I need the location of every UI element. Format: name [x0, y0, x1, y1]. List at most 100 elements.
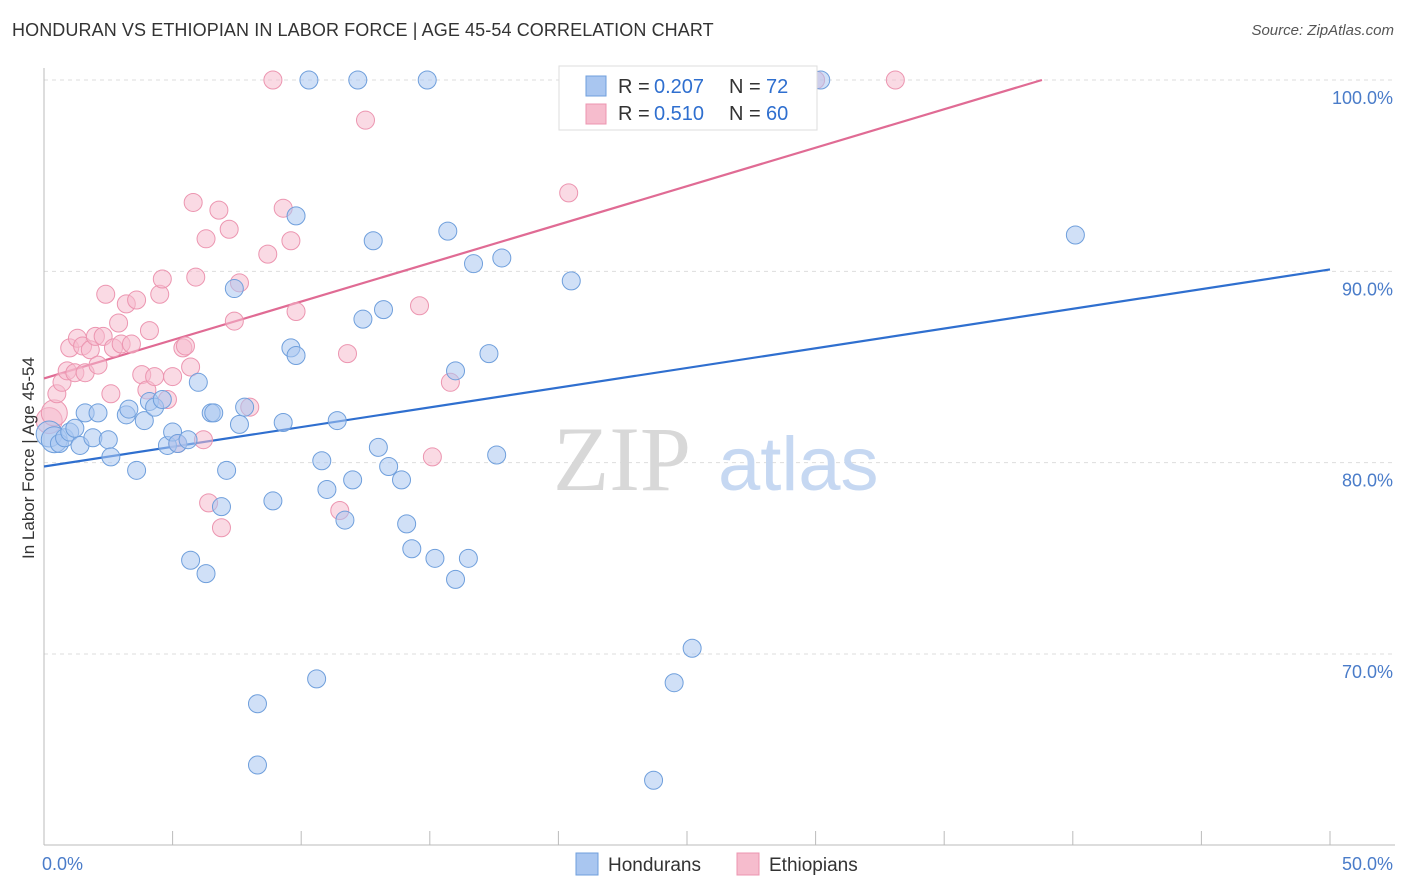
- ethiopians-trend-line: [43, 78, 1043, 380]
- hondurans-point-52: [379, 456, 399, 476]
- ethiopians-point-42: [224, 311, 244, 331]
- chart-title: HONDURAN VS ETHIOPIAN IN LABOR FORCE | A…: [12, 20, 714, 40]
- bottom-legend: Hondurans Ethiopians: [575, 852, 858, 876]
- ethiopians-point-32: [175, 336, 195, 356]
- hondurans-point-50: [368, 437, 388, 457]
- bottom-legend-swatch-ethiopians: [736, 852, 760, 876]
- hondurans-point-30: [224, 279, 244, 299]
- hondurans-point-32: [235, 397, 255, 417]
- hondurans-point-18: [152, 390, 172, 410]
- y-axis-title: In Labor Force | Age 45-54: [19, 357, 38, 559]
- stats-legend-r-value-ethiopians: 0.510: [654, 103, 704, 125]
- hondurans-point-13: [119, 399, 139, 419]
- hondurans-point-64: [487, 445, 507, 465]
- hondurans-point-58: [438, 221, 458, 241]
- hondurans-point-61: [458, 548, 478, 568]
- y-tick-label-90: 90.0%: [1342, 279, 1393, 299]
- hondurans-point-69: [682, 638, 702, 658]
- y-tick-label-100: 100.0%: [1332, 88, 1393, 108]
- hondurans-point-59: [446, 361, 466, 381]
- stats-legend-r-label-hondurans: R =: [618, 76, 650, 98]
- stats-legend-n-label-ethiopians: N =: [729, 103, 761, 125]
- hondurans-point-47: [348, 70, 368, 90]
- ethiopians-point-35: [186, 267, 206, 287]
- ethiopians-point-53: [410, 296, 430, 316]
- ethiopians-point-54: [422, 447, 442, 467]
- ethiopians-point-40: [211, 518, 231, 538]
- hondurans-point-35: [263, 491, 283, 511]
- ethiopians-point-51: [337, 344, 357, 364]
- ethiopians-point-39: [209, 200, 229, 220]
- ethiopians-point-45: [258, 244, 278, 264]
- hondurans-point-56: [417, 70, 437, 90]
- ethiopians-point-41: [219, 219, 239, 239]
- ethiopians-point-49: [286, 302, 306, 322]
- hondurans-point-51: [374, 300, 394, 320]
- hondurans-point-10: [98, 430, 118, 450]
- hondurans-point-33: [247, 694, 267, 714]
- stats-legend-n-value-ethiopians: 60: [766, 103, 788, 125]
- stats-legend: R = 0.207 N = 72 R = 0.510 N = 60: [558, 65, 818, 131]
- hondurans-point-48: [353, 309, 373, 329]
- stats-legend-swatch-hondurans: [585, 75, 607, 97]
- tick-labels: 70.0% 80.0% 90.0% 100.0% 0.0% 50.0%: [42, 88, 1393, 874]
- ethiopians-point-29: [163, 367, 183, 387]
- hondurans-point-24: [188, 372, 208, 392]
- hondurans-point-39: [286, 206, 306, 226]
- ethiopians-point-33: [181, 357, 201, 377]
- ethiopians-point-48: [281, 231, 301, 251]
- hondurans-point-66: [561, 271, 581, 291]
- stats-legend-r-label-ethiopians: R =: [618, 103, 650, 125]
- ethiopians-point-46: [263, 70, 283, 90]
- hondurans-point-14: [127, 460, 147, 480]
- hondurans-point-44: [327, 411, 347, 431]
- stats-legend-n-value-hondurans: 72: [766, 76, 788, 98]
- hondurans-point-23: [181, 550, 201, 570]
- hondurans-point-53: [392, 470, 412, 490]
- hondurans-point-5: [65, 418, 85, 438]
- hondurans-point-38: [286, 346, 306, 366]
- hondurans-point-43: [317, 479, 337, 499]
- ethiopians-point-14: [96, 284, 116, 304]
- hondurans-point-28: [211, 497, 231, 517]
- hondurans-point-55: [402, 539, 422, 559]
- ethiopians-point-15: [101, 384, 121, 404]
- x-tick-label-50: 50.0%: [1342, 854, 1393, 874]
- ethiopians-point-52: [356, 110, 375, 130]
- trend-lines: [43, 78, 1331, 468]
- ethiopians-point-20: [121, 334, 141, 354]
- hondurans-point-41: [307, 669, 327, 689]
- gridlines: [44, 79, 1395, 655]
- hondurans-point-57: [425, 548, 445, 568]
- ethiopians-point-25: [145, 367, 165, 387]
- x-tick-label-0: 0.0%: [42, 854, 83, 874]
- y-tick-label-80: 80.0%: [1342, 471, 1393, 491]
- hondurans-point-36: [273, 412, 293, 432]
- hondurans-point-72: [1065, 225, 1085, 245]
- hondurans-point-46: [343, 470, 363, 490]
- hondurans-point-68: [664, 673, 684, 693]
- hondurans-point-42: [312, 451, 332, 471]
- watermark-zip: ZIP: [553, 408, 691, 510]
- y-tick-label-70: 70.0%: [1342, 662, 1393, 682]
- ethiopians-point-37: [196, 229, 216, 249]
- hondurans-point-29: [217, 460, 237, 480]
- ethiopians-point-24: [139, 321, 159, 341]
- ethiopians-point-12: [88, 355, 108, 375]
- stats-legend-swatch-ethiopians: [585, 103, 607, 125]
- hondurans-point-25: [196, 564, 216, 584]
- hondurans-point-63: [479, 344, 499, 364]
- hondurans-point-45: [335, 510, 355, 530]
- hondurans-point-60: [446, 569, 466, 589]
- hondurans-point-40: [299, 70, 319, 90]
- watermark-atlas: atlas: [718, 422, 879, 507]
- stats-legend-n-label-hondurans: N =: [729, 76, 761, 98]
- hondurans-point-67: [644, 770, 664, 790]
- bottom-legend-label-ethiopians: Ethiopians: [769, 855, 858, 876]
- ethiopians-point-34: [183, 192, 203, 212]
- hondurans-point-9: [88, 403, 108, 423]
- hondurans-point-22: [178, 430, 198, 450]
- hondurans-point-65: [492, 248, 512, 268]
- hondurans-point-49: [363, 231, 383, 251]
